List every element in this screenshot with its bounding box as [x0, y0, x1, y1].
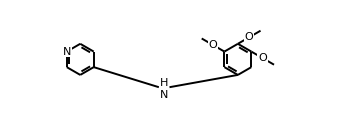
Text: N: N: [62, 47, 71, 57]
Text: H
N: H N: [160, 78, 169, 100]
Text: O: O: [258, 53, 267, 63]
Text: O: O: [245, 32, 253, 42]
Text: O: O: [209, 40, 217, 50]
